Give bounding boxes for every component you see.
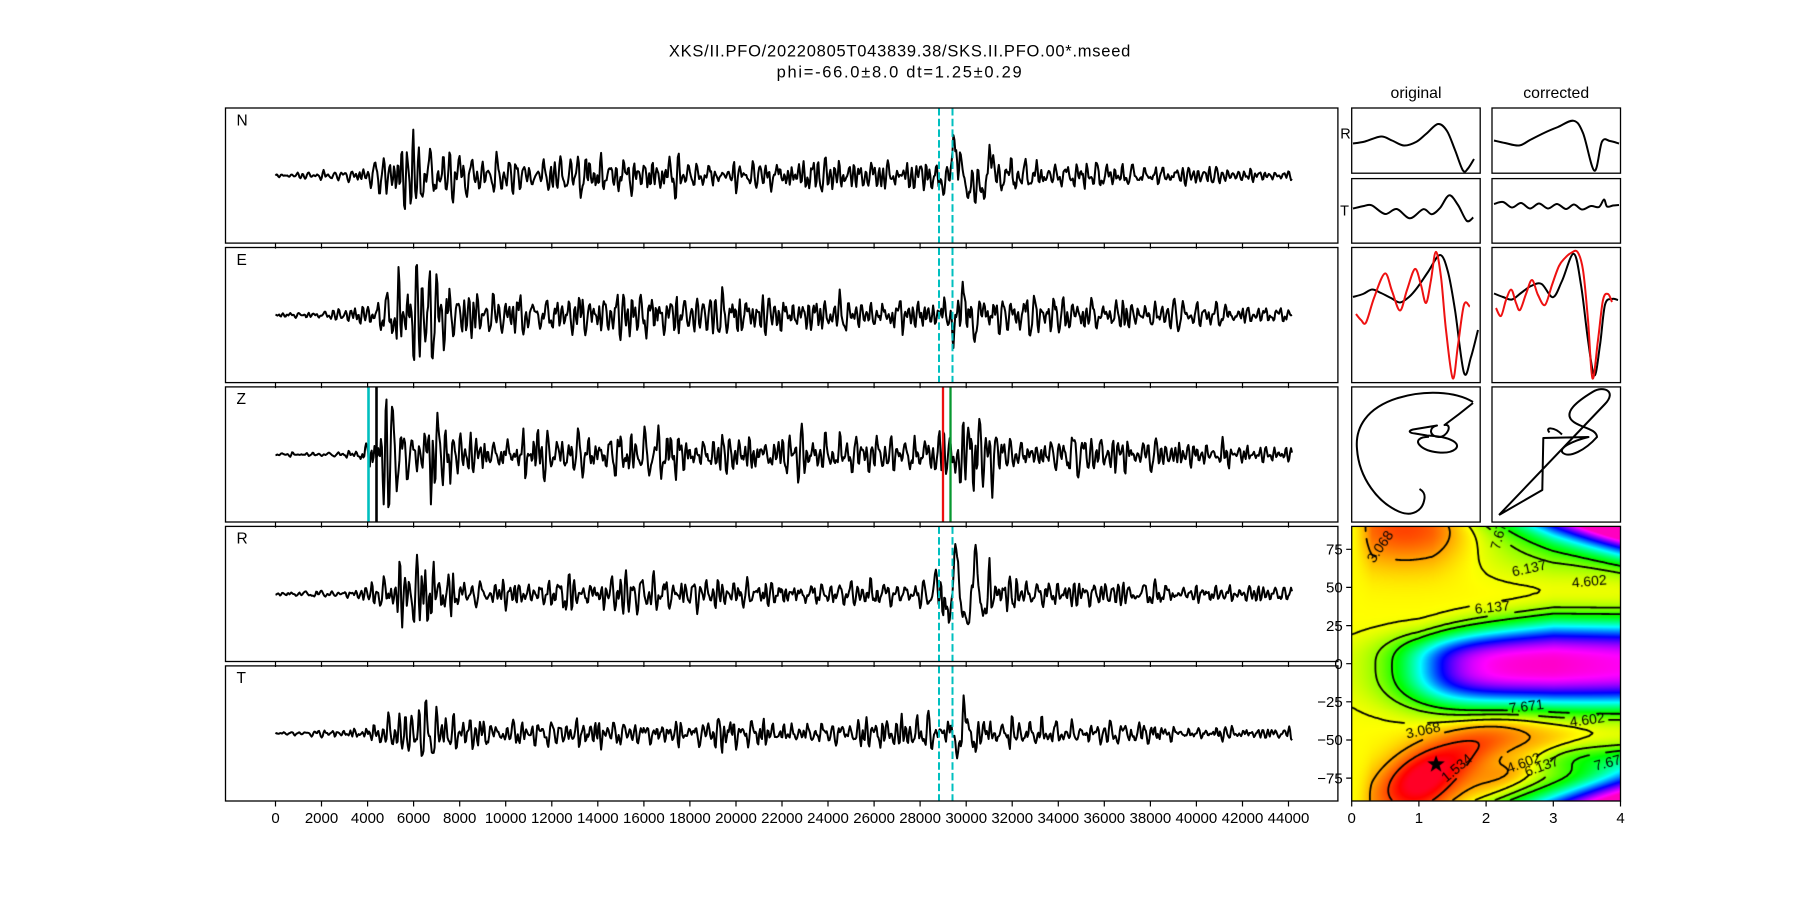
svg-text:8000: 8000 (443, 810, 476, 827)
svg-text:2000: 2000 (305, 810, 338, 827)
svg-text:phi=-66.0±8.0 dt=1.25±0.29: phi=-66.0±8.0 dt=1.25±0.29 (777, 64, 1024, 82)
svg-text:3: 3 (1549, 810, 1557, 827)
svg-text:corrected: corrected (1523, 85, 1589, 102)
svg-text:25: 25 (1326, 618, 1343, 635)
svg-text:40000: 40000 (1176, 810, 1218, 827)
svg-text:XKS/II.PFO/20220805T043839.38/: XKS/II.PFO/20220805T043839.38/SKS.II.PFO… (669, 43, 1131, 61)
svg-text:1: 1 (1415, 810, 1423, 827)
svg-text:32000: 32000 (991, 810, 1033, 827)
svg-text:20000: 20000 (715, 810, 757, 827)
svg-text:N: N (237, 112, 248, 129)
svg-text:0: 0 (271, 810, 279, 827)
svg-text:0: 0 (1348, 810, 1356, 827)
svg-text:16000: 16000 (623, 810, 665, 827)
svg-text:−25: −25 (1317, 694, 1342, 711)
svg-text:34000: 34000 (1037, 810, 1079, 827)
svg-text:36000: 36000 (1083, 810, 1125, 827)
svg-text:2: 2 (1482, 810, 1490, 827)
svg-text:14000: 14000 (577, 810, 619, 827)
svg-text:24000: 24000 (807, 810, 849, 827)
svg-text:E: E (237, 252, 247, 269)
svg-text:22000: 22000 (761, 810, 803, 827)
svg-text:10000: 10000 (485, 810, 527, 827)
svg-text:6000: 6000 (397, 810, 430, 827)
svg-text:R: R (237, 531, 248, 548)
svg-text:−50: −50 (1317, 732, 1342, 749)
svg-text:−75: −75 (1317, 770, 1342, 787)
svg-text:44000: 44000 (1268, 810, 1310, 827)
svg-text:0: 0 (1334, 656, 1342, 673)
svg-text:T: T (1340, 204, 1349, 220)
svg-text:12000: 12000 (531, 810, 573, 827)
svg-text:R: R (1340, 127, 1350, 143)
svg-text:original: original (1391, 85, 1442, 102)
svg-text:75: 75 (1326, 542, 1343, 559)
svg-text:30000: 30000 (945, 810, 987, 827)
svg-text:Z: Z (237, 391, 246, 408)
svg-text:38000: 38000 (1130, 810, 1172, 827)
svg-text:18000: 18000 (669, 810, 711, 827)
svg-text:26000: 26000 (853, 810, 895, 827)
svg-text:50: 50 (1326, 580, 1343, 597)
svg-text:28000: 28000 (899, 810, 941, 827)
svg-text:T: T (237, 670, 247, 687)
svg-text:4000: 4000 (351, 810, 384, 827)
svg-text:42000: 42000 (1222, 810, 1264, 827)
svg-text:4: 4 (1616, 810, 1624, 827)
